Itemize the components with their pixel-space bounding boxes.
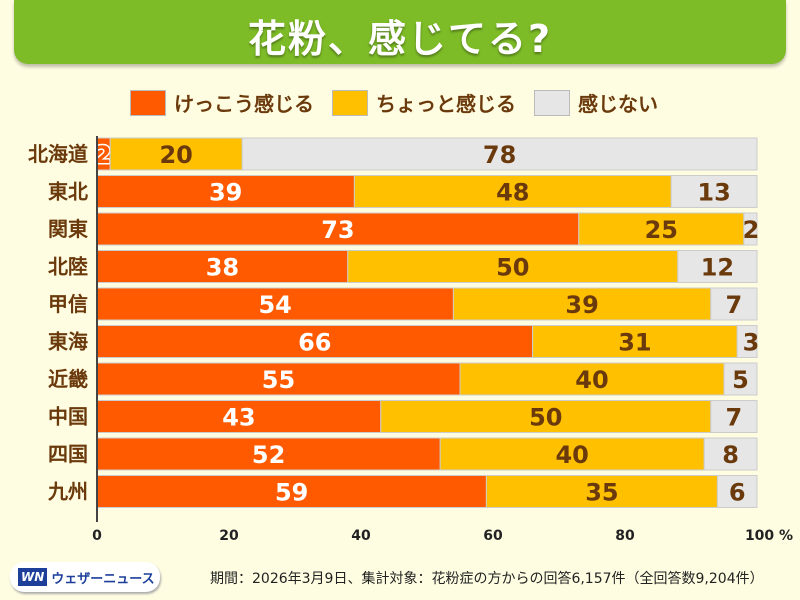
survey-note: 期間：2026年3月9日、集計対象：花粉症の方からの回答6,157件（全回答数9… xyxy=(210,571,764,587)
x-tick-label: 80 xyxy=(615,528,635,544)
category-label: 関東 xyxy=(48,217,88,241)
data-label: 73 xyxy=(321,216,354,244)
data-label: 25 xyxy=(645,216,678,244)
bar-segment xyxy=(439,437,705,471)
data-label: 6 xyxy=(729,479,746,507)
bar-segment xyxy=(380,400,712,433)
category-label: 北陸 xyxy=(48,255,88,279)
bar-segment xyxy=(677,250,758,283)
legend-swatch xyxy=(534,89,570,116)
bar-segment xyxy=(96,175,355,208)
bar-segment xyxy=(96,437,441,471)
data-label: 40 xyxy=(575,366,608,394)
x-tick-label: 100 % xyxy=(745,528,793,544)
data-label: 7 xyxy=(726,404,743,432)
legend-label: けっこう感じる xyxy=(174,92,314,116)
category-label: 北海道 xyxy=(28,142,88,166)
data-label: 2 xyxy=(95,141,112,169)
logo-mark: WN xyxy=(18,568,48,586)
data-label: 39 xyxy=(565,291,598,319)
legend-label: ちょっと感じる xyxy=(376,92,516,116)
category-label: 東北 xyxy=(48,180,88,204)
bar-segment xyxy=(670,175,758,208)
legend-swatch xyxy=(130,89,166,116)
category-label: 近畿 xyxy=(48,367,88,391)
bar-segment xyxy=(743,212,758,246)
data-label: 52 xyxy=(252,441,285,469)
data-label: 3 xyxy=(743,329,760,357)
x-tick-label: 0 xyxy=(92,528,102,544)
bar-segment xyxy=(710,287,758,321)
legend: けっこう感じる ちょっと感じる 感じない xyxy=(130,88,658,117)
data-label: 38 xyxy=(206,254,239,282)
bar-segment xyxy=(532,325,738,358)
legend-swatch xyxy=(332,89,368,116)
bar-segment xyxy=(347,250,679,283)
category-label: 九州 xyxy=(47,480,88,504)
title-banner: 花粉、感じてる? xyxy=(14,0,786,64)
bar-segment xyxy=(96,362,461,396)
data-label: 13 xyxy=(697,179,730,207)
data-label: 59 xyxy=(275,479,308,507)
data-label: 40 xyxy=(555,441,588,469)
category-label: 四国 xyxy=(48,442,88,466)
data-label: 7 xyxy=(726,291,743,319)
bar-segment xyxy=(96,400,382,433)
data-label: 39 xyxy=(209,179,242,207)
legend-label: 感じない xyxy=(578,92,658,116)
bar-segment xyxy=(736,325,758,358)
bar-segment xyxy=(716,475,758,508)
data-label: 8 xyxy=(722,441,739,469)
data-label: 48 xyxy=(496,179,529,207)
x-tick-label: 40 xyxy=(351,528,371,544)
x-tick-label: 20 xyxy=(219,528,239,544)
bar-segment xyxy=(710,400,758,433)
data-label: 20 xyxy=(159,141,192,169)
logo-text: ウェザーニュース xyxy=(51,571,155,587)
bar-segment xyxy=(703,437,758,471)
bar-segment xyxy=(353,175,672,208)
data-label: 54 xyxy=(258,291,291,319)
data-label: 50 xyxy=(529,404,562,432)
bar-segment xyxy=(723,362,758,396)
bar-segment xyxy=(452,287,712,321)
legend-item: 感じない xyxy=(534,88,658,117)
weathernews-logo: WN ウェザーニュース xyxy=(10,562,160,592)
data-label: 12 xyxy=(701,254,734,282)
category-label: 甲信 xyxy=(48,292,88,316)
bar-segment xyxy=(459,362,725,396)
category-label: 中国 xyxy=(48,405,88,429)
bar-segment xyxy=(96,212,580,246)
bar-segment xyxy=(241,137,758,171)
bar-segment xyxy=(96,325,534,358)
category-label: 東海 xyxy=(48,330,88,354)
data-label: 78 xyxy=(483,141,516,169)
legend-item: けっこう感じる xyxy=(130,88,314,117)
data-label: 31 xyxy=(618,329,651,357)
chart-title: 花粉、感じてる? xyxy=(247,17,553,61)
data-label: 5 xyxy=(732,366,749,394)
bar-segment xyxy=(578,212,745,246)
data-label: 55 xyxy=(262,366,295,394)
data-label: 50 xyxy=(496,254,529,282)
data-label: 43 xyxy=(222,404,255,432)
data-label: 2 xyxy=(743,216,760,244)
x-tick-label: 60 xyxy=(483,528,503,544)
data-label: 66 xyxy=(298,329,331,357)
legend-item: ちょっと感じる xyxy=(332,88,516,117)
data-label: 35 xyxy=(585,479,618,507)
bar-segment xyxy=(96,250,349,283)
bar-segment xyxy=(485,475,718,508)
